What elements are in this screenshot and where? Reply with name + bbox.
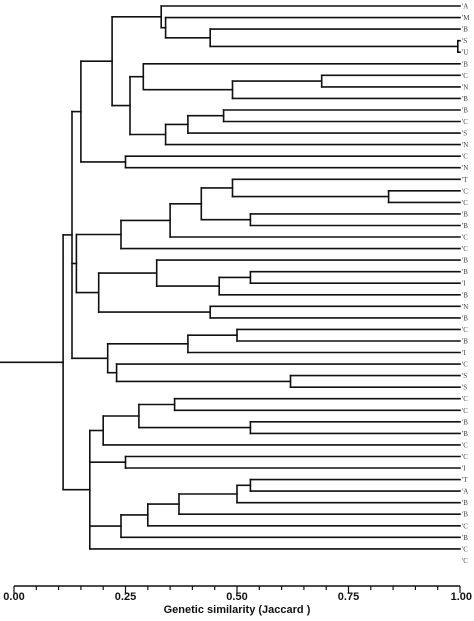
leaf-label: 'S [462, 130, 467, 138]
leaf-label: 'N [462, 83, 468, 91]
x-tick-label: 0.00 [3, 591, 24, 603]
leaf-label: 'C [462, 557, 468, 565]
leaf-label: 'C [462, 522, 468, 530]
leaf-label: 'I [462, 349, 466, 357]
leaf-label: 'I [462, 465, 466, 473]
leaf-label: 'B [462, 534, 468, 542]
leaf-label: 'B [462, 314, 468, 322]
leaf-label: 'C [462, 407, 468, 415]
leaf-label: 'B [462, 511, 468, 519]
leaf-label: 'C [462, 395, 468, 403]
dendrogram-branches [0, 5, 461, 550]
leaf-label: 'B [462, 268, 468, 276]
leaf-label: 'N [462, 303, 468, 311]
leaf-label: 'B [462, 257, 468, 265]
leaf-label: 'C [462, 199, 468, 207]
leaf-label: 'C [462, 441, 468, 449]
leaf-labels: 'A 'M 'B 'S 'U 'B 'C 'N 'B 'B 'C 'S 'N 'C 'N 'T 'C 'C 'B 'B… [462, 3, 470, 565]
leaf-label: 'C [462, 326, 468, 334]
leaf-label: 'C [462, 118, 468, 126]
leaf-label: 'N [462, 141, 468, 149]
leaf-label: 'C [462, 153, 468, 161]
leaf-label: 'C [462, 245, 468, 253]
leaf-label: 'B [462, 499, 468, 507]
x-tick-label: 0.50 [226, 591, 247, 603]
leaf-label: 'M [462, 14, 470, 22]
leaf-label: 'B [462, 222, 468, 230]
leaf-label: 'C [462, 545, 468, 553]
leaf-label: 'B [462, 338, 468, 346]
x-axis-ticks [13, 586, 461, 593]
leaf-label: 'U [462, 49, 468, 57]
leaf-label: 'N [462, 164, 468, 172]
x-tick-label: 1.00 [451, 591, 472, 603]
leaf-label: 'B [462, 418, 468, 426]
leaf-label: 'T [462, 476, 468, 484]
x-axis-tick-labels: 0.00 0.25 0.50 0.75 1.00 [3, 591, 472, 603]
leaf-label: 'C [462, 187, 468, 195]
leaf-label: 'T [462, 176, 468, 184]
x-axis: 0.00 0.25 0.50 0.75 1.00 [3, 585, 472, 603]
leaf-label: 'C [462, 72, 468, 80]
x-tick-label: 0.25 [115, 591, 136, 603]
leaf-label: 'C [462, 234, 468, 242]
leaf-label: 'B [462, 107, 468, 115]
leaf-label: 'S [462, 37, 467, 45]
leaf-label: 'I [462, 280, 466, 288]
x-tick-label: 0.75 [338, 591, 359, 603]
leaf-label: 'B [462, 291, 468, 299]
leaf-label: 'S [462, 384, 467, 392]
leaf-label: 'B [462, 95, 468, 103]
leaf-label: 'A [462, 3, 468, 11]
leaf-label: 'B [462, 430, 468, 438]
leaf-label: 'B [462, 60, 468, 68]
leaf-label: 'B [462, 210, 468, 218]
x-axis-title: Genetic similarity (Jaccard ) [164, 604, 311, 616]
leaf-label: 'B [462, 26, 468, 34]
leaf-label: 'A [462, 488, 468, 496]
leaf-label: 'C [462, 453, 468, 461]
leaf-label: 'S [462, 372, 467, 380]
leaf-label: 'C [462, 361, 468, 369]
